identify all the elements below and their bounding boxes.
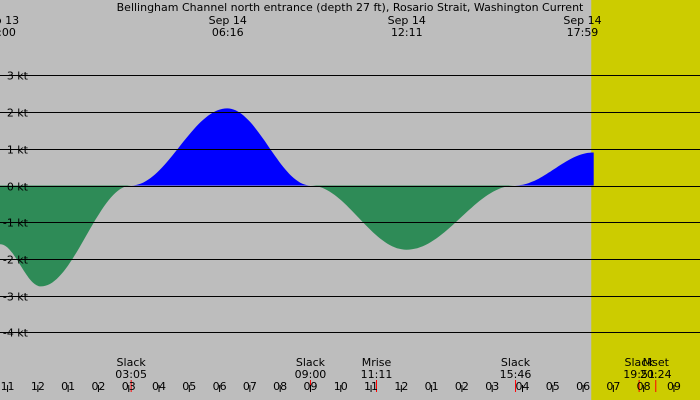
x-tick-label: 02 (455, 380, 469, 393)
x-tick-label: 09 (667, 380, 681, 393)
date-label: Sep 13 (0, 14, 19, 27)
x-tick-label: 11 (364, 380, 378, 393)
event-time-label: 19:51 (623, 368, 655, 381)
x-tick-label: 01 (425, 380, 439, 393)
x-tick-label: 07 (606, 380, 620, 393)
event-label: Mrise (362, 356, 392, 369)
x-tick-label: 10 (334, 380, 348, 393)
date-label: Sep 14 (563, 14, 601, 27)
chart-title: Bellingham Channel north entrance (depth… (117, 1, 584, 14)
daylight-band (591, 0, 700, 400)
x-tick-label: 04 (152, 380, 166, 393)
y-tick-label: 0 kt (7, 181, 29, 194)
event-label: Slack (117, 356, 147, 369)
event-time-label: 03:05 (115, 368, 147, 381)
event-time-label: 15:46 (500, 368, 532, 381)
event-time-label: 20:24 (640, 368, 672, 381)
date-time-label: 06:16 (212, 26, 244, 39)
x-tick-label: 07 (243, 380, 257, 393)
x-tick-label: 12 (31, 380, 45, 393)
x-axis-ticks: 11 12 01 02 03 04 05 06 07 08 09 10 11 12 01 02 03 04 05 06… (1, 380, 681, 393)
current-area-layer (0, 108, 594, 287)
y-axis-labels: 3 kt 2 kt 1 kt 0 kt -1 kt -2 kt -3 kt -4 kt (3, 70, 29, 340)
x-tick-label: 05 (546, 380, 560, 393)
y-tick-label: -2 kt (3, 254, 29, 267)
x-tick-label: 02 (91, 380, 105, 393)
ebb-area (0, 185, 594, 287)
event-label: Mset (643, 356, 670, 369)
event-labels: Slack03:05Slack09:00Mrise11:11Slack15:46… (115, 356, 672, 392)
x-tick-label: 11 (1, 380, 15, 393)
gridlines-layer (0, 75, 700, 333)
date-time-label: 17:59 (567, 26, 599, 39)
event-time-label: 11:11 (361, 368, 393, 381)
event-time-label: 09:00 (295, 368, 327, 381)
y-tick-label: 2 kt (7, 107, 29, 120)
daylight-layer (591, 0, 700, 400)
x-tick-label: 03 (485, 380, 499, 393)
x-tick-label: 06 (213, 380, 227, 393)
y-tick-label: -4 kt (3, 327, 29, 340)
date-label: Sep 14 (388, 14, 426, 27)
x-tick-label: 05 (182, 380, 196, 393)
y-tick-label: -3 kt (3, 291, 29, 304)
event-label: Slack (296, 356, 326, 369)
y-tick-label: 1 kt (7, 144, 29, 157)
event-label: Slack (625, 356, 655, 369)
date-time-label: 12:11 (391, 26, 423, 39)
x-tick-label: 09 (303, 380, 317, 393)
x-tick-label: 06 (576, 380, 590, 393)
x-tick-label: 08 (637, 380, 651, 393)
date-label: Sep 14 (209, 14, 247, 27)
x-tick-label: 03 (122, 380, 136, 393)
y-tick-label: -1 kt (3, 217, 29, 230)
x-tick-label: 12 (394, 380, 408, 393)
event-label: Slack (501, 356, 531, 369)
date-time-label: 18:00 (0, 26, 16, 39)
x-tick-label: 01 (61, 380, 75, 393)
y-tick-label: 3 kt (7, 70, 29, 83)
x-tick-label: 08 (273, 380, 287, 393)
x-tick-label: 04 (516, 380, 530, 393)
